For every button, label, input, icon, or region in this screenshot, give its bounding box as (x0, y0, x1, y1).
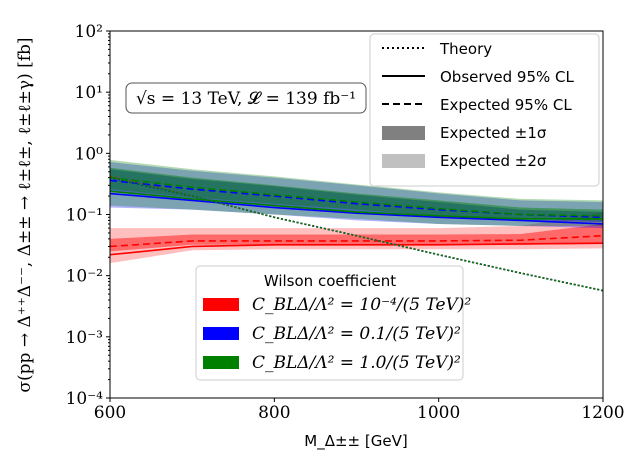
y-tick-label: 10² (75, 22, 103, 42)
y-tick-label: 10¹ (75, 83, 103, 103)
observed-line-0 (109, 242, 604, 256)
band-2sigma-0 (110, 211, 603, 264)
x-tick-label: 1000 (417, 403, 460, 423)
y-tick-label: 10⁻³ (66, 328, 103, 348)
coeff-legend: Wilson coefficient C_BLΔ/Λ² = 10⁻⁴/(5 Te… (195, 265, 471, 381)
style-legend: Theory Observed 95% CL Expected 95% CL E… (369, 33, 600, 187)
legend-blue-marker (203, 327, 239, 340)
legend-entry: Expected ±1σ (440, 124, 547, 142)
legend-red-marker (203, 298, 239, 311)
legend-entry: Expected ±2σ (440, 152, 547, 170)
legend-entry: Expected 95% CL (440, 96, 572, 114)
legend-entry: Observed 95% CL (440, 68, 575, 86)
observed-line-2 (109, 190, 603, 220)
y-tick-label: 10⁻⁴ (66, 389, 104, 409)
band-1sigma-2 (110, 167, 603, 221)
y-tick-label: 10⁰ (75, 144, 104, 164)
x-tick-label: 600 (94, 403, 126, 423)
y-tick-label: 10⁻¹ (66, 206, 103, 226)
legend-entry: Theory (439, 40, 492, 58)
legend-green-marker (203, 356, 239, 369)
band-1sigma-1 (110, 169, 603, 223)
annotation-box: √s = 13 TeV, 𝓛 = 139 fb⁻¹ (125, 82, 367, 114)
x-axis-label: M_Δ±± [GeV] (304, 432, 407, 451)
band-2sigma-1 (110, 162, 603, 229)
theory-line-2 (109, 176, 604, 292)
annotation-text: √s = 13 TeV, 𝓛 = 139 fb⁻¹ (136, 89, 356, 109)
observed-line-1 (109, 192, 604, 225)
legend-title: Wilson coefficient (264, 272, 396, 290)
y-tick-label: 10⁻² (66, 267, 103, 287)
legend-entry: C_BLΔ/Λ² = 1.0/(5 TeV)² (252, 353, 461, 373)
band-2sigma-2 (110, 159, 603, 226)
y-axis-label: σ(pp → Δ⁺⁺Δ⁻⁻, Δ±± → ℓ±ℓ±, ℓ±ℓ±γ) [fb] (15, 37, 35, 392)
legend-entry: C_BLΔ/Λ² = 10⁻⁴/(5 TeV)² (252, 295, 471, 315)
x-tick-label: 1200 (581, 403, 624, 423)
x-tick-label: 800 (258, 403, 290, 423)
legend-1sigma-marker (382, 126, 425, 140)
expected-line-0 (109, 234, 604, 248)
legend-2sigma-marker (382, 154, 425, 168)
legend-entry: C_BLΔ/Λ² = 0.1/(5 TeV)² (252, 324, 461, 344)
expected-line-2 (109, 176, 604, 217)
